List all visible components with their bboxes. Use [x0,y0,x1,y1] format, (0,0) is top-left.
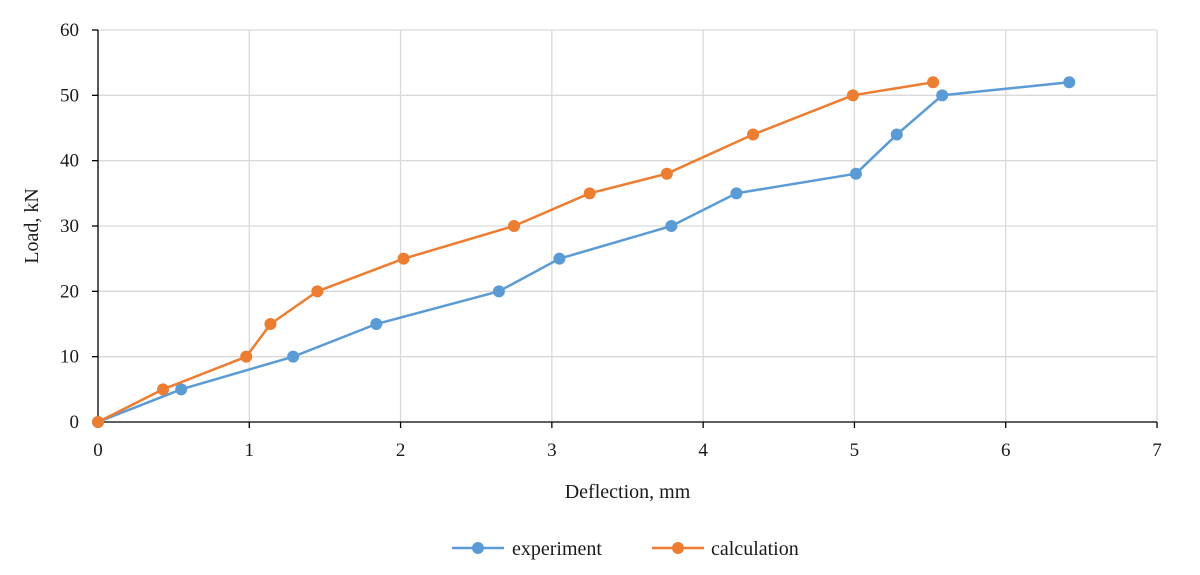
x-tick-label: 3 [547,440,557,461]
x-tick-label: 5 [850,440,860,461]
y-tick-label: 0 [70,412,80,433]
legend-label-calculation: calculation [711,538,799,560]
series-calculation [92,76,940,428]
x-tick-label: 1 [245,440,255,461]
legend-item-experiment: experiment [452,538,602,560]
series-layer [92,76,1076,428]
y-tick-label: 50 [60,85,79,106]
data-point-calculation [583,187,596,200]
y-axis-title: Load, kN [21,188,43,264]
x-tick-label: 0 [93,440,103,461]
data-point-experiment [553,252,566,265]
data-point-experiment [936,89,949,102]
data-point-calculation [846,89,859,102]
data-point-experiment [492,285,505,298]
x-tick-label: 4 [698,440,708,461]
data-point-experiment [1063,76,1076,89]
legend: experiment calculation [452,538,799,560]
y-tick-label: 20 [60,281,79,302]
y-tick-label: 60 [60,20,79,41]
x-tick-label: 7 [1152,440,1162,461]
y-tick-label: 40 [60,151,79,172]
series-line-experiment [97,81,1070,424]
series-experiment [92,76,1076,428]
x-tick-label: 6 [1001,440,1011,461]
data-point-experiment [287,350,300,363]
y-tick-label: 10 [60,347,79,368]
data-point-experiment [665,220,678,232]
data-point-calculation [311,285,324,298]
axes [92,29,1158,428]
data-point-experiment [890,128,903,141]
tick-labels: 0 10 20 30 40 50 60 0 1 2 3 4 5 6 7 [60,20,1162,461]
legend-label-experiment: experiment [512,538,602,560]
x-tick-label: 2 [396,440,406,461]
legend-marker-experiment [472,542,484,554]
data-point-calculation [397,252,410,265]
data-point-calculation [747,128,760,141]
legend-item-calculation: calculation [652,538,799,560]
data-point-experiment [730,187,743,200]
data-point-calculation [157,383,170,396]
data-point-calculation [660,167,673,180]
data-point-experiment [175,383,188,396]
y-tick-label: 30 [60,216,79,237]
legend-marker-calculation [672,542,684,554]
series-line-calculation [97,81,934,424]
data-point-calculation [508,220,521,232]
data-point-calculation [92,416,104,428]
data-point-calculation [264,318,277,330]
x-axis-title: Deflection, mm [565,481,691,503]
data-point-calculation [927,76,940,89]
data-point-experiment [849,167,862,180]
data-point-experiment [370,318,383,330]
data-point-calculation [240,350,253,363]
